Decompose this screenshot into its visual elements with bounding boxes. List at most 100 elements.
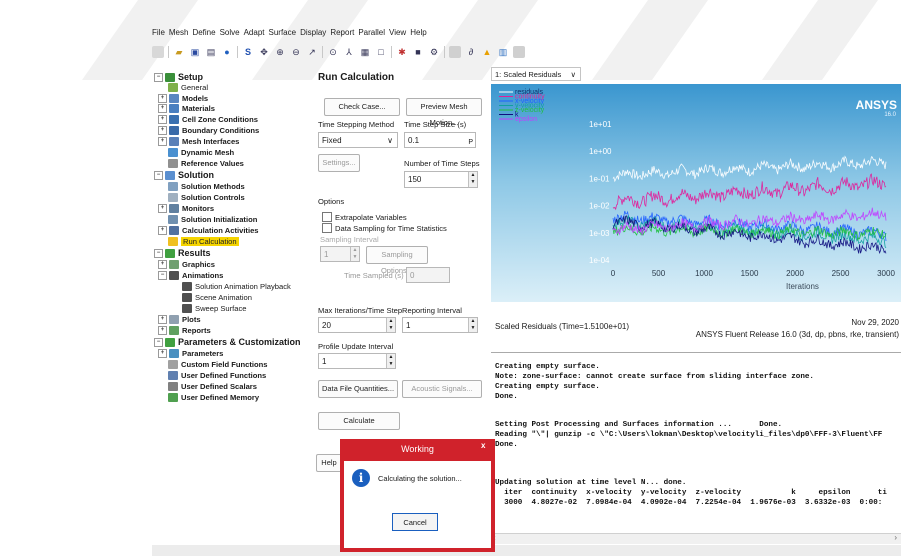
tree-parameters-customization[interactable]: − Parameters & Customization (154, 337, 301, 347)
close-icon[interactable]: x (481, 441, 486, 450)
settings-button[interactable]: Settings... (318, 154, 360, 172)
residuals-plot[interactable]: 1e+01 1e+00 1e-01 1e-02 1e-03 1e-04 0 500 1000 15… (491, 84, 901, 302)
expand-icon[interactable]: + (158, 204, 167, 213)
link-icon[interactable]: ∂ (468, 47, 474, 57)
tree-parameters[interactable]: + Parameters (158, 349, 223, 358)
menu-view[interactable]: View (389, 28, 407, 37)
checkbox-box[interactable] (322, 223, 332, 233)
tree-mesh-interfaces[interactable]: + Mesh Interfaces (158, 137, 239, 146)
spinner-icon[interactable]: ▲ ▼ (350, 247, 359, 261)
collapse-icon[interactable]: − (154, 248, 163, 258)
tree-solution-controls[interactable]: Solution Controls (168, 193, 245, 202)
menu-file[interactable]: File (152, 28, 165, 37)
settings-icon[interactable]: ⚙ (429, 47, 439, 57)
axes-icon[interactable]: ⅄ (346, 47, 352, 57)
tree-dynamic-mesh[interactable]: Dynamic Mesh (168, 148, 234, 157)
zoom-in-icon[interactable]: ⊕ (276, 47, 284, 57)
save-icon[interactable]: ▣ (190, 47, 200, 57)
help-button[interactable]: Help (316, 454, 342, 472)
menu-mesh[interactable]: Mesh (168, 28, 189, 37)
expand-icon[interactable]: + (158, 137, 167, 146)
preview-mesh-motion-button[interactable]: Preview Mesh Motion... (406, 98, 482, 127)
tree-boundary-conditions[interactable]: + Boundary Conditions (158, 126, 259, 135)
expand-icon[interactable]: + (158, 349, 167, 358)
open-icon[interactable]: ▰ (175, 47, 183, 57)
layout-icon[interactable]: ▦ (360, 47, 370, 57)
menu-report[interactable]: Report (330, 28, 355, 37)
time-step-size-input[interactable]: 0.1 P (404, 132, 476, 148)
spinner-icon[interactable]: ▲ ▼ (468, 318, 477, 332)
tree-solution-animation-playback[interactable]: Solution Animation Playback (182, 282, 291, 291)
collapse-icon[interactable]: − (154, 170, 163, 180)
menu-solve[interactable]: Solve (219, 28, 240, 37)
time-stepping-select[interactable]: Fixed ∨ (318, 132, 398, 148)
tree-run-calculation[interactable]: Run Calculation (168, 237, 239, 246)
tree-user-defined-functions[interactable]: User Defined Functions (168, 371, 266, 380)
expand-icon[interactable]: + (158, 315, 167, 324)
print-icon[interactable]: ▤ (206, 47, 216, 57)
collapse-icon[interactable]: − (154, 337, 163, 347)
calculate-button[interactable]: Calculate (318, 412, 400, 430)
expand-icon[interactable]: + (158, 115, 167, 124)
menu-display[interactable]: Display (300, 28, 327, 37)
cancel-button[interactable]: Cancel (392, 513, 438, 531)
expand-icon[interactable]: + (158, 326, 167, 335)
window-icon[interactable]: □ (378, 47, 384, 57)
collapse-icon[interactable]: − (154, 72, 163, 82)
tree-models[interactable]: + Models (158, 94, 208, 103)
expand-icon[interactable]: + (158, 226, 167, 235)
tree-user-defined-scalars[interactable]: User Defined Scalars (168, 382, 257, 391)
tree-solution[interactable]: − Solution (154, 170, 214, 180)
expand-icon[interactable]: + (158, 126, 167, 135)
tree-reports[interactable]: + Reports (158, 326, 211, 335)
expand-icon[interactable]: + (158, 260, 167, 269)
grid-icon[interactable] (152, 46, 164, 58)
tree-plots[interactable]: + Plots (158, 315, 201, 324)
parallel-icon[interactable]: ✱ (398, 47, 406, 57)
console-icon[interactable] (449, 46, 461, 58)
acoustic-signals-button[interactable]: Acoustic Signals... (402, 380, 482, 398)
tree-user-defined-memory[interactable]: User Defined Memory (168, 393, 259, 402)
num-time-steps-input[interactable]: 150 ▲ ▼ (404, 171, 478, 188)
console-output[interactable]: Creating empty surface. Note: zone-surfa… (491, 352, 901, 535)
spinner-icon[interactable]: ▲ ▼ (468, 172, 477, 187)
zoom-fit-icon[interactable]: ⊙ (329, 47, 337, 57)
tree-materials[interactable]: + Materials (158, 104, 215, 113)
spinner-icon[interactable]: ▲ ▼ (386, 354, 395, 368)
ansys-icon[interactable]: ▲ (482, 47, 492, 57)
tree-setup[interactable]: − Setup (154, 72, 203, 82)
menu-surface[interactable]: Surface (268, 28, 297, 37)
expand-icon[interactable]: + (158, 94, 167, 103)
menu-help[interactable]: Help (410, 28, 427, 37)
tree-sweep-surface[interactable]: Sweep Surface (182, 304, 247, 313)
tree-custom-field-functions[interactable]: Custom Field Functions (168, 360, 267, 369)
zoom-out-icon[interactable]: ⊖ (292, 47, 300, 57)
check-case-button[interactable]: Check Case... (324, 98, 400, 116)
reporting-interval-input[interactable]: 1 ▲ ▼ (402, 317, 478, 333)
tree-solution-initialization[interactable]: Solution Initialization (168, 215, 257, 224)
expand-icon[interactable]: + (158, 104, 167, 113)
console-horizontal-scrollbar[interactable]: ‹ › (491, 533, 901, 544)
tree-calculation-activities[interactable]: + Calculation Activities (158, 226, 259, 235)
data-file-quantities-button[interactable]: Data File Quantities... (318, 380, 398, 398)
menu-parallel[interactable]: Parallel (358, 28, 386, 37)
help-icon[interactable]: ● (224, 47, 230, 57)
tree-scene-animation[interactable]: Scene Animation (182, 293, 252, 302)
extrapolate-checkbox[interactable]: Extrapolate Variables (322, 212, 407, 222)
time-sampled-input[interactable]: 0 (406, 267, 450, 283)
tree-results[interactable]: − Results (154, 248, 211, 258)
display-icon[interactable]: ■ (415, 47, 421, 57)
pan-icon[interactable]: ✥ (260, 47, 268, 57)
sampling-interval-input[interactable]: 1 ▲ ▼ (320, 246, 360, 262)
tree-general[interactable]: General (168, 83, 208, 92)
menu-adapt[interactable]: Adapt (243, 28, 265, 37)
sampling-options-button[interactable]: Sampling Options... (366, 246, 428, 275)
tree-cell-zone-conditions[interactable]: + Cell Zone Conditions (158, 115, 258, 124)
menu-define[interactable]: Define (192, 28, 216, 37)
profile-update-input[interactable]: 1 ▲ ▼ (318, 353, 396, 369)
tree-reference-values[interactable]: Reference Values (168, 159, 244, 168)
tree-solution-methods[interactable]: Solution Methods (168, 182, 245, 191)
max-iterations-input[interactable]: 20 ▲ ▼ (318, 317, 396, 333)
probe-icon[interactable]: ↗ (308, 47, 316, 57)
tree-monitors[interactable]: + Monitors (158, 204, 214, 213)
